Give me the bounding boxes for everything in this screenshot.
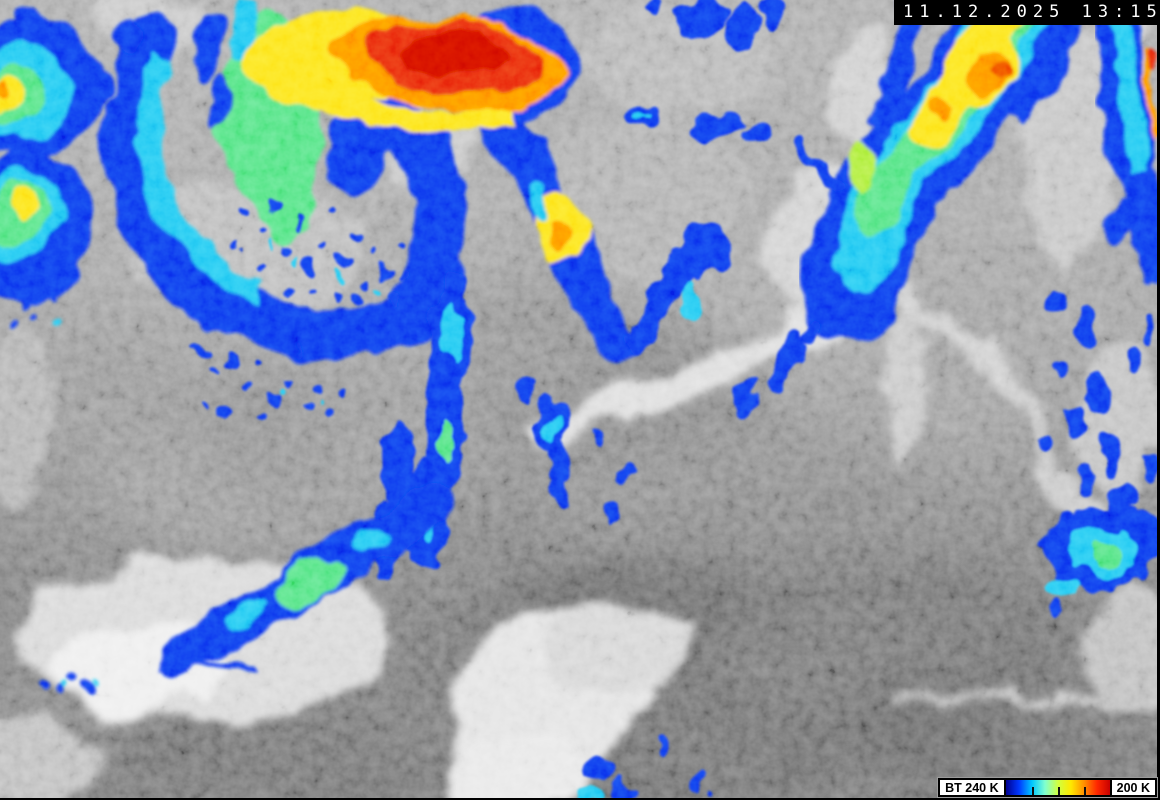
color-scale-legend: BT 240 K 200 K bbox=[937, 777, 1158, 798]
image-border-bottom bbox=[0, 798, 1160, 800]
legend-tick bbox=[1057, 787, 1060, 795]
legend-tick bbox=[1031, 787, 1034, 795]
image-border-right bbox=[1157, 0, 1160, 800]
legend-tick bbox=[1083, 787, 1086, 795]
legend-gradient-bar bbox=[1005, 780, 1110, 795]
timestamp-text: 11.12.2025 13:15 bbox=[903, 2, 1160, 22]
legend-max-label: 200 K bbox=[1111, 780, 1155, 795]
timestamp-overlay: 11.12.2025 13:15 bbox=[894, 0, 1160, 25]
legend-quantity-label: BT 240 K bbox=[940, 780, 1004, 795]
